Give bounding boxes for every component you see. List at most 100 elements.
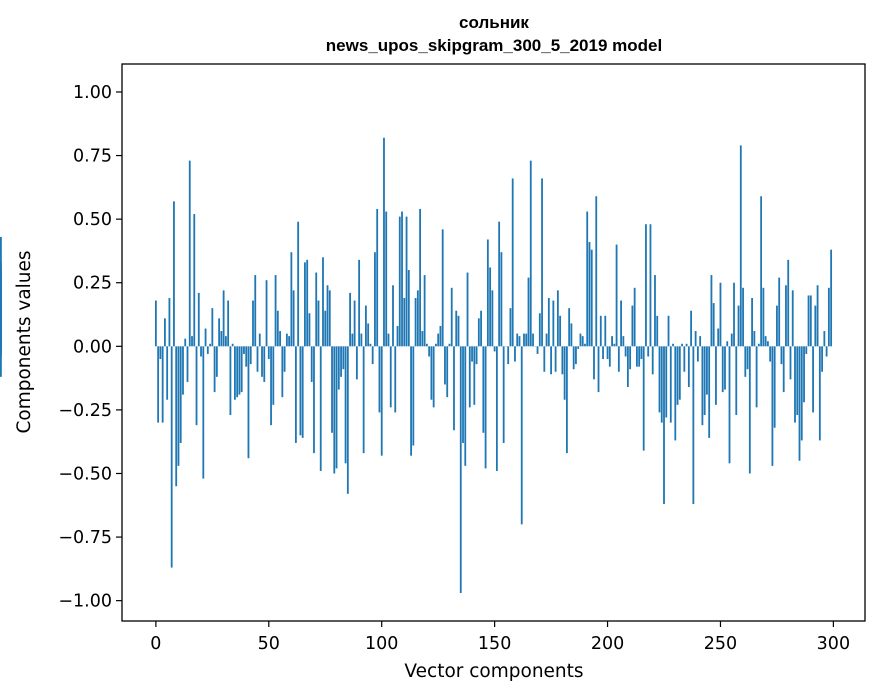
bar <box>157 346 160 423</box>
bar <box>394 346 397 413</box>
bar <box>428 346 431 357</box>
bar <box>256 346 259 372</box>
bar <box>351 333 354 347</box>
bars-group <box>0 137 833 594</box>
bar <box>258 333 261 347</box>
bar <box>353 300 356 347</box>
bar <box>446 346 449 398</box>
bar <box>825 346 828 357</box>
bar <box>690 310 693 347</box>
bar <box>766 341 769 347</box>
bar <box>721 346 724 393</box>
bar <box>757 343 760 347</box>
bar <box>193 214 196 347</box>
bar <box>516 333 519 347</box>
bar <box>283 346 286 372</box>
bar <box>509 308 512 347</box>
bar <box>238 346 241 395</box>
bar <box>342 346 345 370</box>
bar <box>642 346 645 451</box>
bar <box>570 323 573 347</box>
bar <box>462 346 464 443</box>
bar <box>703 346 706 415</box>
bar <box>500 252 503 347</box>
bar <box>599 315 602 347</box>
bar <box>807 295 810 347</box>
bar <box>502 346 505 443</box>
bar <box>378 346 381 413</box>
bar <box>737 305 740 347</box>
bar <box>326 285 329 347</box>
bar <box>261 346 263 377</box>
bar <box>231 343 234 347</box>
bar <box>444 346 446 385</box>
bar <box>638 346 641 367</box>
bar <box>593 346 595 380</box>
bar <box>631 305 634 347</box>
bar <box>376 208 379 347</box>
bar <box>633 287 636 347</box>
bar <box>369 343 372 347</box>
bar <box>809 295 812 347</box>
x-tick-label: 100 <box>365 634 398 654</box>
bar <box>164 318 166 347</box>
bar <box>812 346 814 413</box>
bar <box>403 297 406 347</box>
bar <box>209 343 211 347</box>
bar <box>696 346 699 362</box>
bar <box>383 137 385 347</box>
bar <box>313 346 315 454</box>
bar <box>161 346 164 423</box>
bar <box>480 310 482 347</box>
bar <box>617 346 620 372</box>
bar <box>290 252 293 347</box>
y-tick-label: 0.75 <box>73 147 112 167</box>
bar <box>678 346 681 400</box>
bar <box>525 333 528 347</box>
bar <box>507 346 510 365</box>
bar <box>371 346 374 365</box>
bar <box>425 343 428 347</box>
bar <box>651 346 654 375</box>
bar <box>229 346 232 415</box>
bar <box>459 346 462 594</box>
bar <box>367 323 370 347</box>
bar <box>220 331 223 347</box>
bar <box>331 346 333 433</box>
x-tick-label: 300 <box>817 634 850 654</box>
bar <box>493 346 496 352</box>
bar <box>629 346 632 370</box>
bar <box>222 290 225 347</box>
bar <box>477 318 480 347</box>
bar <box>486 239 489 347</box>
bar <box>435 343 437 347</box>
bar <box>495 346 498 471</box>
bar <box>457 315 460 347</box>
bar <box>771 346 774 466</box>
y-tick-label: 0.25 <box>73 274 112 294</box>
bar <box>561 346 564 375</box>
bar <box>328 290 331 347</box>
bar <box>410 346 412 456</box>
bar <box>742 287 744 347</box>
bar <box>414 297 417 347</box>
bar <box>175 346 178 487</box>
bar <box>818 346 821 441</box>
bar <box>213 346 216 393</box>
bar <box>584 343 586 347</box>
bar <box>450 287 453 347</box>
bar <box>821 346 823 372</box>
bar <box>288 336 291 347</box>
bar <box>294 346 297 443</box>
bar <box>568 308 571 347</box>
bar <box>667 315 670 347</box>
bar <box>830 249 833 347</box>
x-tick-label: 200 <box>591 634 624 654</box>
bar <box>710 275 713 347</box>
bar <box>803 346 805 403</box>
bar <box>306 259 309 347</box>
bar <box>706 346 708 395</box>
bar <box>523 333 525 347</box>
